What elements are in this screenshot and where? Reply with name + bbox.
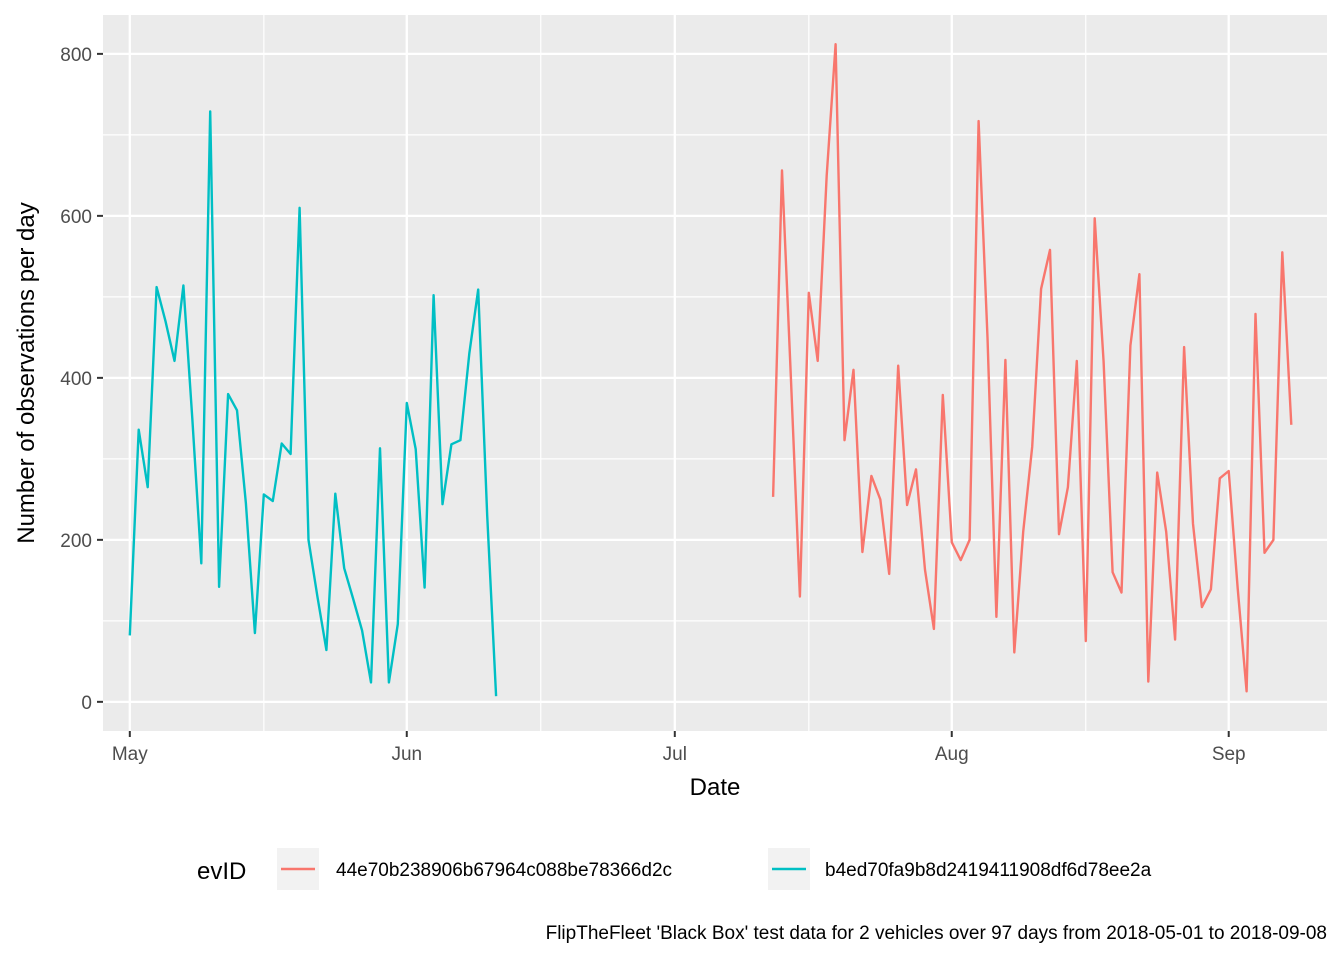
y-tick-label-5: 800 <box>60 45 92 66</box>
y-tick-label-3: 400 <box>60 369 92 390</box>
x-tick-label-sep: Sep <box>1212 744 1246 765</box>
y-tick-label-4: 600 <box>60 207 92 228</box>
y-axis-title: Number of observations per day <box>13 202 40 544</box>
series-line-1 <box>771 43 1293 693</box>
legend-item-2: b4ed70fa9b8d2419411908df6d78ee2a <box>768 848 1152 890</box>
legend-item-1: 44e70b238906b67964c088be78366d2c <box>277 848 672 890</box>
y-tick-label-2: 200 <box>60 531 92 552</box>
legend-title: evID <box>197 858 246 885</box>
x-tick-label-jun: Jun <box>391 744 422 765</box>
caption: FlipTheFleet 'Black Box' test data for 2… <box>546 923 1327 944</box>
series-lines <box>128 43 1293 697</box>
tick-labels: 0 200 400 600 800 May Jun Jul Aug Sep <box>60 45 1245 765</box>
x-tick-label-jul: Jul <box>663 744 687 765</box>
x-tick-label-may: May <box>112 744 148 765</box>
x-tick-label-aug: Aug <box>935 744 969 765</box>
x-axis-title: Date <box>690 774 741 801</box>
legend: evID 44e70b238906b67964c088be78366d2c b4… <box>197 848 1152 890</box>
plot-panel <box>103 15 1327 731</box>
legend-label-1: 44e70b238906b67964c088be78366d2c <box>336 860 672 881</box>
axis-ticks <box>97 52 1230 737</box>
legend-label-2: b4ed70fa9b8d2419411908df6d78ee2a <box>825 860 1152 881</box>
series-line-2 <box>128 110 498 697</box>
y-tick-label-1: 0 <box>81 693 92 714</box>
